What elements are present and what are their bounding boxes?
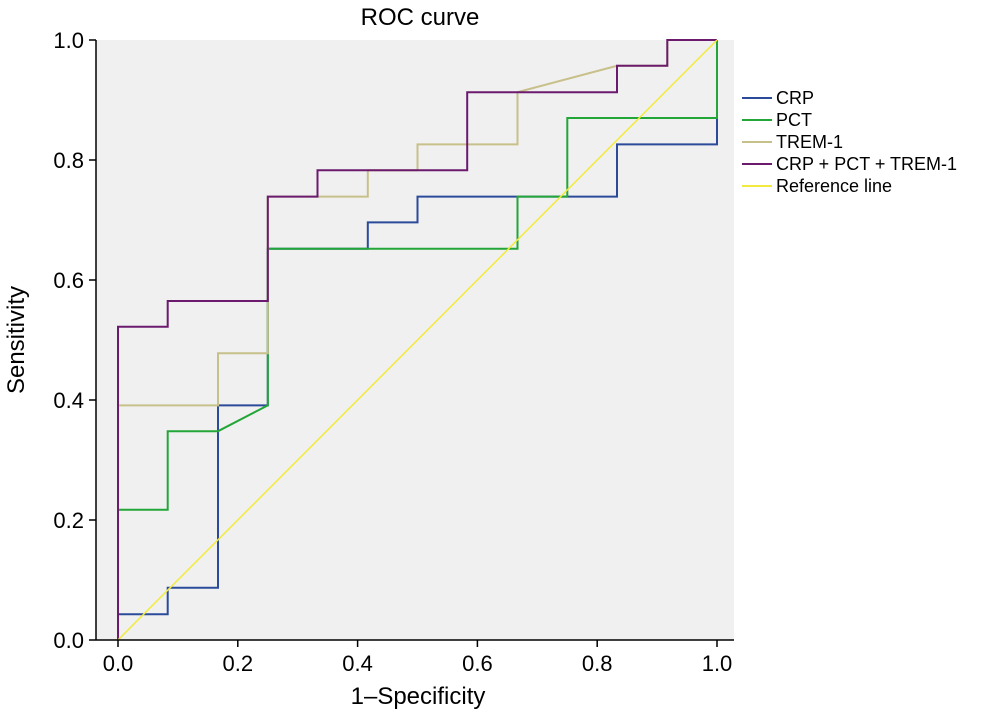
series-layer [117, 39, 718, 641]
series-line-crp-pct-trem-1 [117, 39, 717, 640]
legend-label: CRP + PCT + TREM-1 [776, 154, 957, 174]
y-axis-title: Sensitivity [3, 286, 30, 394]
y-axis-ticks: 0.0 0.2 0.4 0.6 0.8 1.0 [53, 28, 96, 653]
legend-label: Reference line [776, 176, 892, 196]
y-tick-label: 0.4 [53, 388, 84, 413]
y-tick-label: 0.0 [53, 628, 84, 653]
x-tick-label: 1.0 [702, 651, 733, 676]
x-axis-ticks: 0.0 0.2 0.4 0.6 0.8 1.0 [103, 640, 733, 676]
y-tick-label: 0.6 [53, 268, 84, 293]
y-tick-label: 0.8 [53, 148, 84, 173]
x-tick-label: 0.0 [103, 651, 134, 676]
chart-title: ROC curve [361, 4, 480, 31]
legend-label: CRP [776, 88, 814, 108]
y-tick-label: 0.2 [53, 508, 84, 533]
x-tick-label: 0.8 [582, 651, 613, 676]
plot-background [96, 40, 734, 640]
series-line-reference-line [117, 39, 718, 641]
x-tick-label: 0.6 [462, 651, 493, 676]
y-tick-label: 1.0 [53, 28, 84, 53]
legend-label: PCT [776, 110, 812, 130]
x-axis-title: 1–Specificity [351, 683, 486, 710]
x-tick-label: 0.2 [223, 651, 254, 676]
legend-label: TREM-1 [776, 132, 843, 152]
x-tick-label: 0.4 [342, 651, 373, 676]
